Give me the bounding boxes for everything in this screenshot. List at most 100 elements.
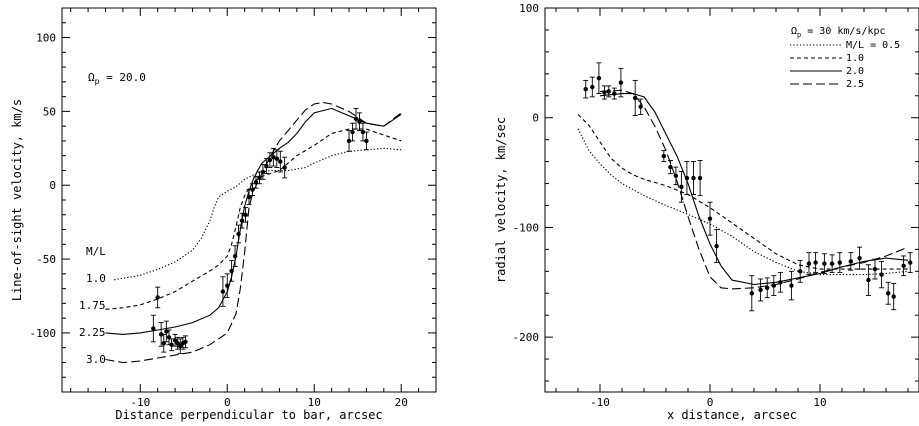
data-point	[879, 260, 885, 289]
left-x-ticks: -10 0 10 20	[70, 8, 437, 409]
point-marker	[638, 104, 643, 109]
data-point	[678, 171, 684, 203]
left-data-points	[150, 107, 369, 355]
model-curve-4	[599, 89, 909, 290]
legend-label-1: M/L = 0.5	[846, 40, 900, 51]
data-point	[583, 79, 589, 99]
left-curve-label-4: 3.0	[86, 353, 106, 366]
point-marker	[220, 289, 226, 294]
data-point	[788, 270, 794, 301]
right-y-ticks: -200 -100 0 100	[513, 2, 919, 382]
right-legend: Ωp = 30 km/s/kpc M/L = 0.5 1.0 2.0 2.5	[790, 26, 900, 90]
point-marker	[908, 260, 913, 265]
point-marker	[673, 173, 679, 179]
data-point	[829, 254, 835, 273]
y-tick-label: -50	[36, 253, 56, 266]
data-point	[232, 245, 238, 267]
data-point	[667, 160, 673, 175]
data-point	[243, 206, 249, 223]
data-point	[891, 282, 897, 311]
model-curve-1	[577, 128, 909, 276]
point-marker	[172, 338, 178, 343]
point-marker	[278, 159, 283, 164]
point-marker	[633, 95, 638, 101]
data-point	[707, 201, 713, 236]
x-tick-label: -10	[590, 396, 610, 409]
data-point	[606, 85, 612, 98]
data-point	[270, 147, 276, 167]
point-marker	[837, 260, 842, 265]
x-tick-label: 10	[813, 396, 826, 409]
data-point	[777, 271, 783, 293]
legend-title-value: = 30 km/s/kpc	[801, 26, 885, 37]
data-point	[632, 79, 638, 116]
point-marker	[872, 266, 878, 272]
data-point	[848, 252, 854, 271]
data-point	[758, 278, 764, 302]
point-marker	[771, 283, 776, 288]
y-tick-label: -100	[513, 221, 540, 234]
point-marker	[618, 80, 624, 85]
model-curve-2	[105, 128, 402, 310]
data-point	[771, 275, 777, 296]
y-tick-label: 50	[43, 105, 56, 118]
legend-title: Ωp = 30 km/s/kpc	[791, 26, 886, 39]
data-point	[749, 275, 755, 312]
data-point	[872, 258, 878, 280]
point-marker	[707, 216, 713, 221]
data-point	[589, 76, 595, 98]
data-point	[267, 152, 273, 168]
point-marker	[602, 90, 607, 95]
point-marker	[178, 344, 183, 349]
x-tick-label: -10	[130, 396, 150, 409]
left-omega-value: = 20.0	[99, 71, 145, 84]
point-marker	[866, 277, 871, 283]
data-point	[353, 107, 359, 130]
y-tick-label: 0	[532, 112, 539, 125]
data-point	[350, 122, 356, 142]
point-marker	[158, 332, 164, 337]
point-marker	[714, 243, 719, 249]
data-point	[155, 286, 161, 309]
data-point	[821, 253, 827, 274]
point-marker	[612, 91, 617, 96]
data-point	[177, 338, 183, 355]
point-marker	[765, 285, 770, 290]
data-point	[797, 259, 803, 283]
point-marker	[829, 261, 835, 266]
right-y-axis-label: radial velocity, km/sec	[494, 117, 508, 283]
data-point	[684, 161, 690, 195]
point-marker	[274, 156, 280, 161]
model-curve-4	[105, 101, 402, 364]
data-point	[253, 175, 259, 189]
data-point	[224, 273, 230, 298]
point-marker	[606, 89, 611, 94]
data-point	[661, 150, 667, 163]
legend-omega-symbol: Ω	[791, 26, 797, 37]
right-x-ticks: -10 0 10	[555, 8, 909, 409]
data-point	[172, 333, 178, 347]
data-point	[857, 246, 863, 270]
y-tick-label: 100	[519, 2, 539, 15]
right-x-axis-label: x distance, arcsec	[667, 408, 797, 422]
left-omega-annotation: Ωp = 20.0	[88, 71, 146, 86]
point-marker	[789, 283, 794, 288]
data-point	[175, 336, 181, 350]
point-marker	[596, 76, 602, 81]
point-marker	[822, 261, 827, 266]
left-ml-header: M/L	[86, 245, 106, 258]
data-point	[764, 277, 770, 299]
model-curve-1	[114, 147, 402, 281]
point-marker	[282, 165, 287, 170]
point-marker	[758, 287, 763, 293]
point-marker	[155, 295, 160, 300]
data-point	[346, 130, 352, 152]
data-point	[356, 112, 362, 132]
left-curve-label-3: 2.25	[79, 326, 106, 339]
point-marker	[806, 261, 812, 266]
point-marker	[679, 184, 684, 190]
model-curve-2	[577, 114, 908, 270]
left-y-axis-label: Line-of-sight velocity, km/s	[10, 99, 24, 301]
